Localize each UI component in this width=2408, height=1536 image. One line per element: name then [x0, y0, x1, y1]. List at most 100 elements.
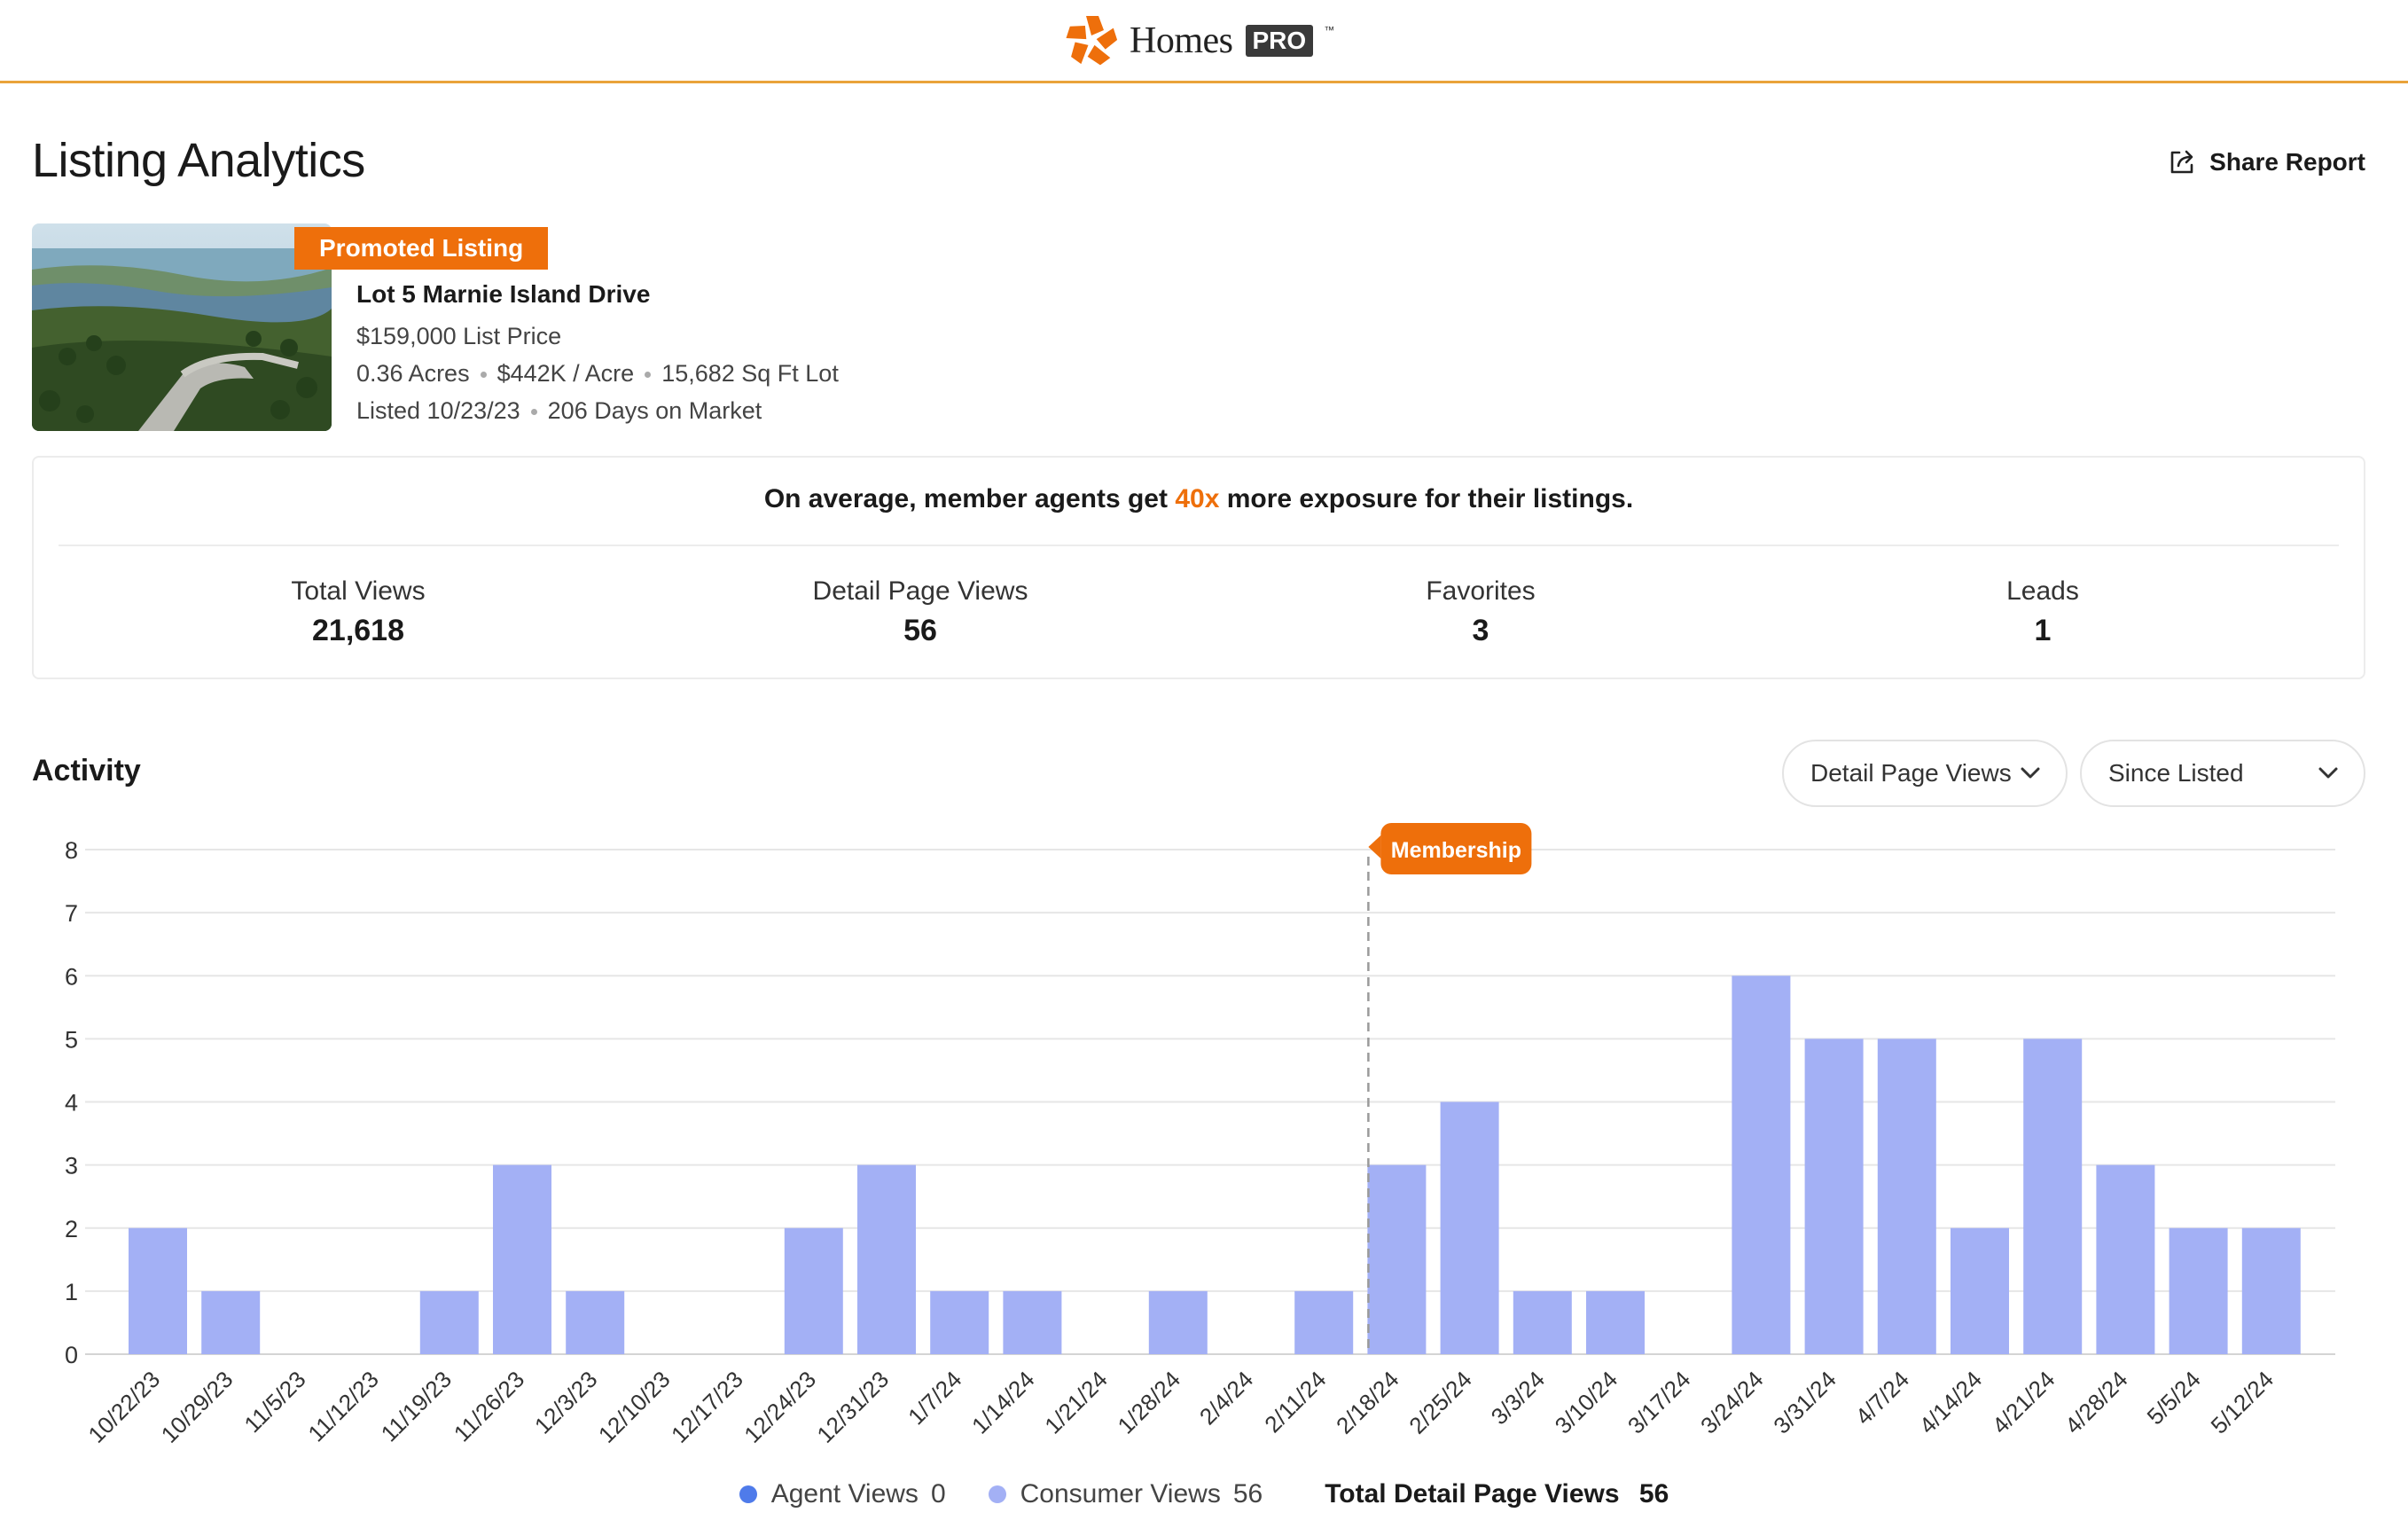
- listing-acres: 0.36 Acres: [356, 360, 470, 387]
- listing-photo[interactable]: [32, 223, 332, 431]
- x-tick-label: 5/5/24: [2142, 1366, 2206, 1430]
- y-tick-label: 7: [65, 900, 78, 927]
- y-tick-label: 4: [65, 1090, 78, 1117]
- listing-address[interactable]: Lot 5 Marnie Island Drive: [356, 280, 651, 308]
- date-range-select[interactable]: Since Listed: [2080, 740, 2365, 807]
- x-tick-label: 3/3/24: [1486, 1366, 1550, 1430]
- bar: [1367, 1164, 1427, 1354]
- bar: [2169, 1227, 2228, 1354]
- x-tick-label: 11/5/23: [238, 1366, 310, 1438]
- stat-detail-page-views: Detail Page Views 56: [699, 576, 1142, 648]
- page-title: Listing Analytics: [32, 134, 365, 187]
- legend-agent-value: 0: [930, 1479, 946, 1509]
- x-tick-label: 3/17/24: [1622, 1366, 1696, 1439]
- listing-price: $159,000 List Price: [356, 323, 562, 349]
- x-tick-label: 1/21/24: [1039, 1366, 1113, 1439]
- x-tick-label: 12/17/23: [666, 1366, 748, 1448]
- y-tick-label: 2: [65, 1216, 78, 1242]
- legend-total-label: Total Detail Page Views: [1325, 1479, 1620, 1509]
- exposure-multiplier: 40x: [1175, 484, 1220, 513]
- bar: [2096, 1164, 2155, 1354]
- bar: [857, 1164, 916, 1354]
- x-tick-label: 4/7/24: [1850, 1366, 1914, 1430]
- x-tick-label: 11/26/23: [449, 1366, 529, 1446]
- bar: [2023, 1038, 2083, 1354]
- exposure-message: On average, member agents get 40x more e…: [34, 484, 2364, 514]
- stats-divider: [59, 545, 2339, 546]
- x-tick-label: 12/24/23: [739, 1366, 821, 1448]
- chevron-down-icon: [2318, 767, 2338, 779]
- stat-total-views: Total Views 21,618: [137, 576, 580, 648]
- x-tick-label: 12/31/23: [811, 1366, 894, 1448]
- stat-label: Detail Page Views: [812, 576, 1028, 606]
- bar: [784, 1227, 843, 1354]
- logo-trademark: ™: [1324, 24, 1335, 36]
- y-tick-label: 3: [65, 1153, 78, 1179]
- x-tick-label: 2/11/24: [1259, 1366, 1331, 1438]
- x-tick-label: 11/12/23: [302, 1366, 383, 1446]
- listing-lot-details: 0.36 Acres $442K / Acre 15,682 Sq Ft Lot: [356, 355, 839, 392]
- stat-label: Favorites: [1426, 576, 1536, 606]
- date-range-select-value: Since Listed: [2108, 759, 2244, 787]
- separator-dot: [645, 372, 652, 379]
- x-tick-label: 3/31/24: [1768, 1366, 1841, 1439]
- bar: [1804, 1038, 1864, 1354]
- share-report-button[interactable]: Share Report: [2167, 147, 2365, 177]
- legend-agent-label: Agent Views: [770, 1479, 919, 1509]
- x-tick-label: 3/24/24: [1695, 1366, 1769, 1439]
- stat-value: 3: [1472, 614, 1489, 647]
- separator-dot: [530, 409, 537, 416]
- legend-total-detail-views: Total Detail Page Views 56: [1325, 1479, 1669, 1509]
- bar: [201, 1290, 261, 1354]
- chart-legend: Agent Views 0 Consumer Views 56 Total De…: [0, 1479, 2408, 1509]
- stat-favorites: Favorites 3: [1259, 576, 1702, 648]
- legend-consumer-views[interactable]: Consumer Views 56: [988, 1479, 1263, 1509]
- x-tick-label: 10/29/23: [156, 1366, 238, 1448]
- bar: [1513, 1290, 1572, 1354]
- listing-days-on-market: 206 Days on Market: [547, 397, 762, 424]
- logo-pro-badge: PRO: [1245, 25, 1314, 57]
- x-tick-label: 4/21/24: [1987, 1366, 2060, 1439]
- bar: [2241, 1227, 2301, 1354]
- promoted-listing-badge: Promoted Listing: [294, 227, 549, 270]
- exposure-text-end: more exposure for their listings.: [1219, 484, 1634, 513]
- stat-value: 21,618: [312, 614, 404, 647]
- legend-consumer-value: 56: [1232, 1479, 1263, 1509]
- share-report-label: Share Report: [2209, 148, 2365, 176]
- legend-consumer-label: Consumer Views: [1020, 1479, 1221, 1509]
- stat-value: 56: [903, 614, 937, 647]
- bar: [1951, 1227, 2009, 1354]
- x-tick-label: 4/28/24: [2060, 1366, 2133, 1439]
- x-tick-label: 12/3/23: [529, 1366, 603, 1439]
- x-tick-label: 11/19/23: [376, 1366, 457, 1446]
- legend-agent-views[interactable]: Agent Views 0: [739, 1479, 946, 1509]
- x-tick-label: 12/10/23: [593, 1366, 676, 1448]
- x-tick-label: 1/7/24: [903, 1366, 966, 1430]
- metric-select[interactable]: Detail Page Views: [1782, 740, 2068, 807]
- bar: [493, 1164, 551, 1354]
- x-tick-label: 10/22/23: [82, 1366, 165, 1448]
- membership-label: Membership: [1391, 838, 1521, 863]
- listing-dates: Listed 10/23/23 206 Days on Market: [356, 392, 839, 429]
- bar: [1732, 976, 1791, 1354]
- x-tick-label: 2/4/24: [1194, 1366, 1258, 1430]
- stats-panel: On average, member agents get 40x more e…: [32, 456, 2365, 679]
- legend-total-value: 56: [1638, 1479, 1669, 1509]
- stat-label: Total Views: [291, 576, 426, 606]
- listing-photo-image: [32, 223, 332, 431]
- bar: [566, 1290, 625, 1354]
- y-tick-label: 0: [65, 1342, 78, 1368]
- logo-wordmark: Homes: [1130, 20, 1233, 61]
- stat-value: 1: [2034, 614, 2052, 647]
- homes-pro-logo[interactable]: Homes PRO ™: [1064, 11, 1334, 71]
- listing-lot-size: 15,682 Sq Ft Lot: [661, 360, 839, 387]
- stat-label: Leads: [2006, 576, 2079, 606]
- x-tick-label: 2/25/24: [1403, 1366, 1477, 1439]
- chevron-down-icon: [2021, 767, 2040, 779]
- bar: [1148, 1290, 1208, 1354]
- x-tick-label: 4/14/24: [1914, 1366, 1988, 1439]
- listing-listed-date: Listed 10/23/23: [356, 397, 520, 424]
- listing-price-per-acre: $442K / Acre: [496, 360, 635, 387]
- bar: [1586, 1290, 1645, 1354]
